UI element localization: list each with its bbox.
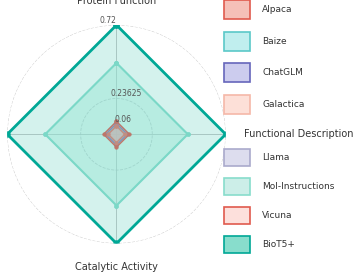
Text: Functional Description: Functional Description bbox=[244, 129, 354, 139]
Polygon shape bbox=[107, 124, 126, 144]
Polygon shape bbox=[104, 121, 129, 147]
Text: Alpaca: Alpaca bbox=[262, 5, 293, 14]
Text: Llama: Llama bbox=[262, 153, 289, 162]
Text: Galactica: Galactica bbox=[262, 100, 304, 109]
FancyBboxPatch shape bbox=[224, 207, 250, 224]
FancyBboxPatch shape bbox=[224, 63, 250, 82]
Text: 0.72: 0.72 bbox=[100, 16, 117, 25]
Polygon shape bbox=[45, 63, 188, 206]
Text: Mol-Instructions: Mol-Instructions bbox=[262, 182, 335, 191]
FancyBboxPatch shape bbox=[224, 236, 250, 253]
Text: 0.23625: 0.23625 bbox=[111, 89, 142, 98]
Text: ChatGLM: ChatGLM bbox=[262, 68, 303, 77]
Text: Catalytic Activity: Catalytic Activity bbox=[75, 262, 158, 272]
Text: Protein Function: Protein Function bbox=[77, 0, 156, 7]
FancyBboxPatch shape bbox=[224, 0, 250, 19]
Text: 0.06: 0.06 bbox=[115, 115, 132, 124]
Polygon shape bbox=[106, 123, 127, 145]
Polygon shape bbox=[108, 126, 125, 142]
Polygon shape bbox=[106, 124, 127, 145]
FancyBboxPatch shape bbox=[224, 149, 250, 166]
FancyBboxPatch shape bbox=[224, 95, 250, 114]
Text: Vicuna: Vicuna bbox=[262, 211, 293, 220]
Text: Baize: Baize bbox=[262, 37, 287, 45]
Text: BioT5+: BioT5+ bbox=[262, 240, 295, 249]
Polygon shape bbox=[7, 25, 226, 244]
FancyBboxPatch shape bbox=[224, 178, 250, 195]
Polygon shape bbox=[109, 127, 124, 142]
FancyBboxPatch shape bbox=[224, 32, 250, 51]
